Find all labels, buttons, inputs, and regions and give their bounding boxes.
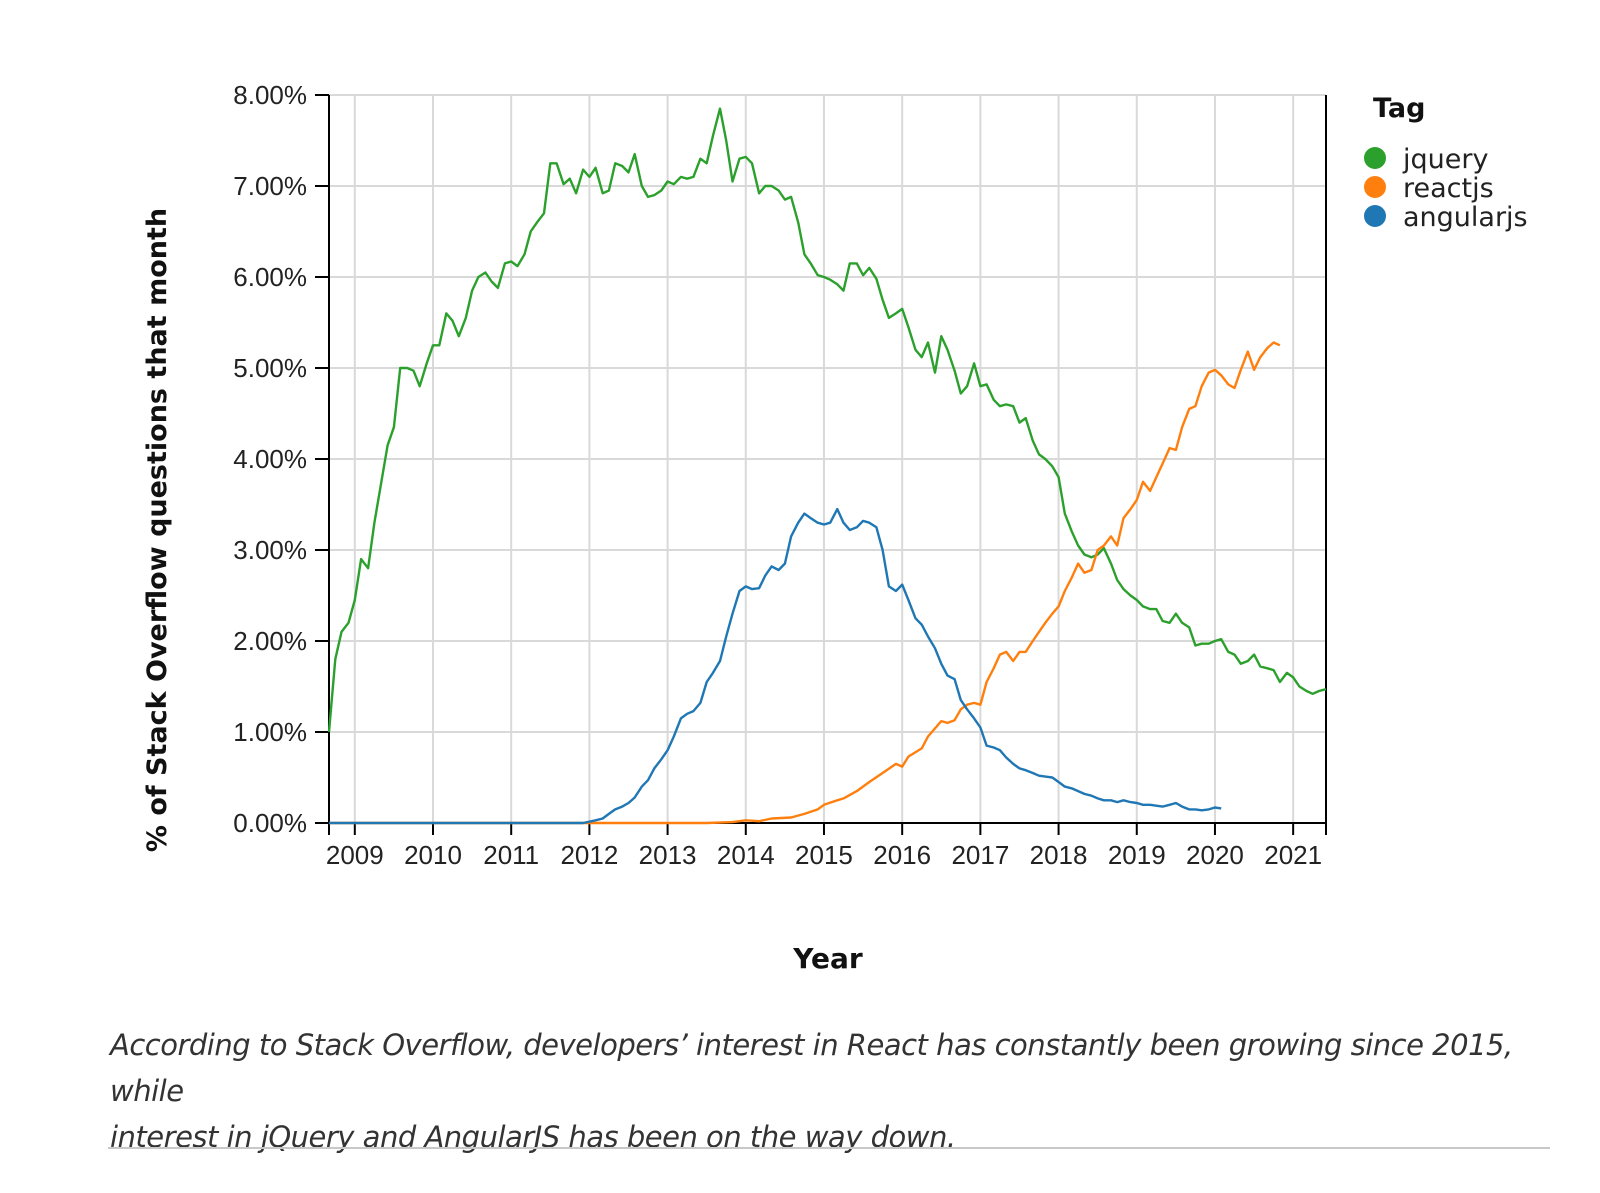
caption-line-2: interest in jQuery and AngularJS has bee… bbox=[110, 1120, 956, 1154]
figure-caption: According to Stack Overflow, developers’… bbox=[110, 1022, 1550, 1160]
x-tick-label: 2009 bbox=[326, 840, 384, 870]
series-line-angularjs bbox=[329, 507, 1222, 825]
x-tick-label: 2021 bbox=[1264, 840, 1322, 870]
y-tick-label: 6.00% bbox=[233, 262, 307, 292]
chart-axes: 0.00% 1.00% 2.00% 3.00% 4.00% 5.00% 6.00% 7.00%… bbox=[233, 80, 1327, 870]
x-tick-label: 2020 bbox=[1186, 840, 1244, 870]
legend-swatch-angularjs bbox=[1364, 205, 1386, 227]
x-tick-label: 2013 bbox=[639, 840, 697, 870]
legend-label-reactjs: reactjs bbox=[1403, 173, 1494, 204]
y-tick-label: 4.00% bbox=[233, 444, 307, 474]
legend-label-jquery: jquery bbox=[1402, 144, 1488, 175]
caption-line-1: According to Stack Overflow, developers’… bbox=[110, 1028, 1513, 1108]
x-tick-label: 2011 bbox=[483, 840, 539, 870]
y-tick-label: 7.00% bbox=[233, 171, 307, 201]
x-tick-label: 2015 bbox=[795, 840, 853, 870]
legend-title: Tag bbox=[1373, 93, 1425, 124]
series-line-reactjs bbox=[329, 341, 1281, 825]
divider bbox=[108, 1147, 1550, 1149]
y-tick-label: 3.00% bbox=[233, 535, 307, 565]
y-tick-label: 2.00% bbox=[233, 626, 307, 656]
legend-label-angularjs: angularjs bbox=[1403, 202, 1528, 233]
chart: 0.00% 1.00% 2.00% 3.00% 4.00% 5.00% 6.00% 7.00%… bbox=[142, 80, 1528, 975]
x-tick-label: 2018 bbox=[1030, 840, 1088, 870]
chart-series bbox=[327, 107, 1327, 825]
x-tick-label: 2016 bbox=[873, 840, 931, 870]
x-tick-label: 2017 bbox=[951, 840, 1009, 870]
x-tick-label: 2019 bbox=[1108, 840, 1166, 870]
y-tick-label: 5.00% bbox=[233, 353, 307, 383]
legend-swatch-reactjs bbox=[1364, 176, 1386, 198]
x-tick-label: 2012 bbox=[560, 840, 618, 870]
x-axis-label: Year bbox=[792, 942, 863, 975]
x-tick-label: 2014 bbox=[717, 840, 775, 870]
chart-grid bbox=[329, 94, 1326, 823]
x-tick-label: 2010 bbox=[404, 840, 462, 870]
y-tick-label: 8.00% bbox=[233, 80, 307, 110]
y-axis-label: % of Stack Overflow questions that month bbox=[142, 208, 173, 852]
legend-swatch-jquery bbox=[1364, 147, 1386, 169]
y-tick-label: 1.00% bbox=[233, 717, 307, 747]
y-tick-label: 0.00% bbox=[233, 808, 307, 838]
series-line-jquery bbox=[327, 107, 1327, 733]
